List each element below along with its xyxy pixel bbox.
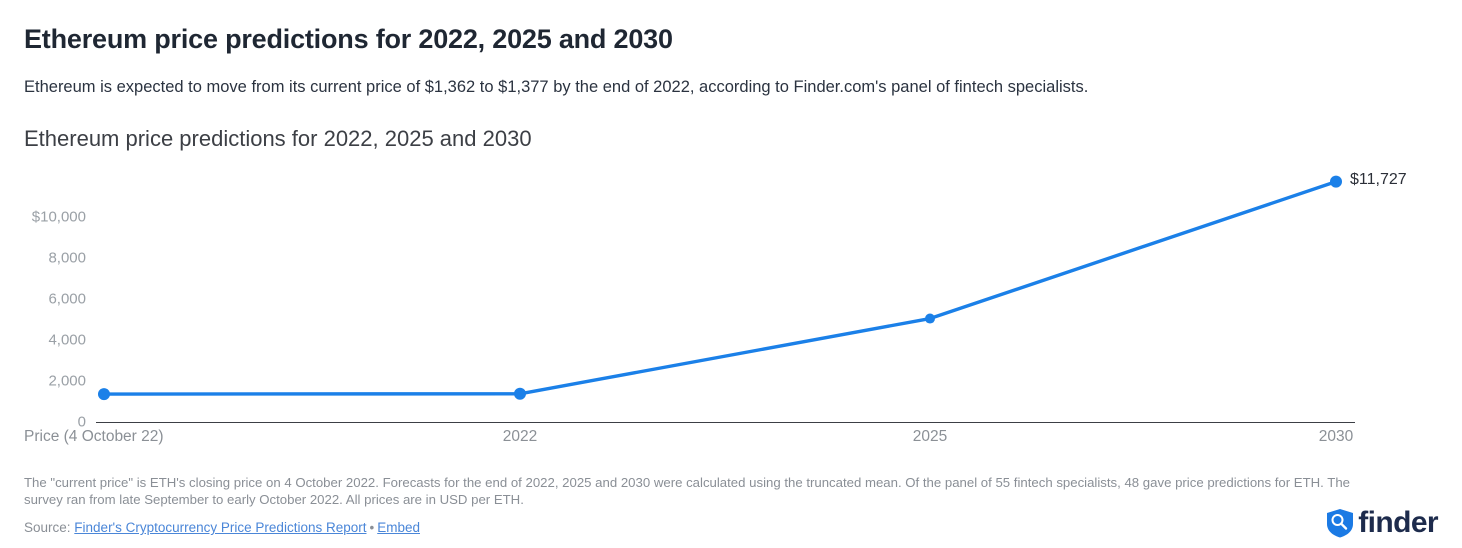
plot-area [96, 160, 1358, 460]
source-line: Source: Finder's Cryptocurrency Price Pr… [24, 520, 420, 535]
page-subtitle: Ethereum is expected to move from its cu… [24, 78, 1089, 96]
finder-logo: finder [1326, 506, 1439, 539]
source-separator: • [369, 520, 375, 535]
data-point-marker[interactable] [925, 313, 935, 324]
y-tick-label: 2,000 [48, 372, 86, 390]
magnifier-shield-icon [1327, 509, 1354, 538]
y-tick-label: 4,000 [48, 331, 86, 349]
chart-title: Ethereum price predictions for 2022, 202… [24, 126, 532, 151]
x-tick-label: 2030 [1318, 428, 1354, 445]
series-line [102, 179, 1338, 396]
line-series-svg [98, 175, 1342, 401]
data-point-marker[interactable] [514, 387, 526, 400]
source-report-link[interactable]: Finder's Cryptocurrency Price Prediction… [74, 520, 367, 535]
x-tick-label: Price (4 October 22) [24, 428, 164, 445]
y-tick-label: $10,000 [31, 208, 86, 226]
page-title: Ethereum price predictions for 2022, 202… [24, 24, 673, 54]
endpoint-value-label: $11,727 [1350, 170, 1407, 188]
chart-container: $10,000 8,000 6,000 4,000 2,000 0 Price (4 Oc… [0, 160, 1462, 460]
x-tick-label: 2025 [912, 428, 948, 445]
source-prefix: Source: [24, 520, 71, 535]
x-tick-label: 2022 [502, 428, 538, 445]
y-tick-label: 0 [77, 413, 86, 431]
y-tick-label: 8,000 [48, 249, 86, 267]
x-axis-line [96, 422, 1355, 423]
data-point-marker[interactable] [98, 388, 110, 401]
embed-link[interactable]: Embed [377, 520, 420, 535]
y-tick-label: 6,000 [48, 290, 86, 308]
finder-wordmark: finder [1358, 506, 1438, 539]
chart-footnote: The "current price" is ETH's closing pri… [24, 475, 1350, 507]
y-axis-tick-labels: $10,000 8,000 6,000 4,000 2,000 0 [0, 160, 86, 460]
data-point-marker[interactable] [1330, 175, 1342, 188]
